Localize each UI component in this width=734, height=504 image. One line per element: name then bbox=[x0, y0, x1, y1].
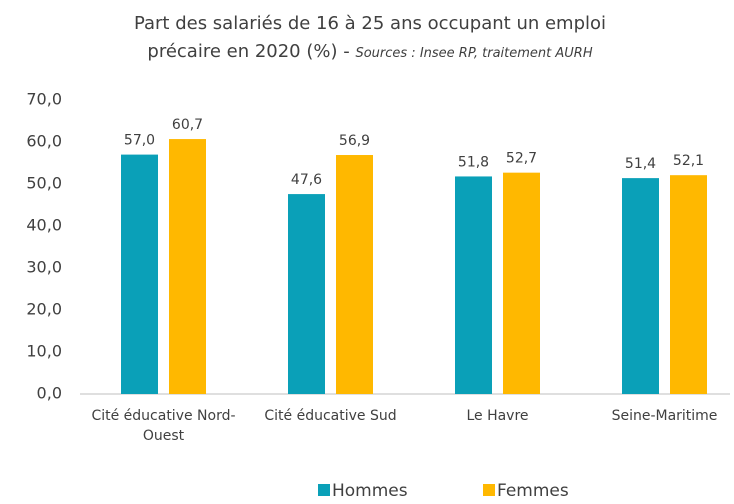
data-label: 52,1 bbox=[673, 153, 704, 169]
y-tick-label: 60,0 bbox=[26, 132, 62, 151]
bar bbox=[503, 172, 540, 394]
legend-swatch bbox=[483, 484, 495, 496]
x-tick-label: Cité éducative Nord-Ouest bbox=[91, 408, 236, 444]
y-tick-label: 0,0 bbox=[37, 384, 62, 403]
data-label: 60,7 bbox=[172, 117, 203, 133]
y-tick-label: 40,0 bbox=[26, 216, 62, 235]
data-label: 47,6 bbox=[291, 172, 322, 188]
legend-label: Hommes bbox=[332, 481, 408, 501]
bar bbox=[288, 194, 325, 394]
data-label: 56,9 bbox=[339, 133, 370, 149]
legend-swatch bbox=[318, 484, 330, 496]
bar bbox=[455, 176, 492, 394]
x-tick-label: Cité éducative Sud bbox=[264, 408, 397, 424]
bar bbox=[121, 154, 158, 394]
y-tick-label: 10,0 bbox=[26, 342, 62, 361]
bar bbox=[336, 155, 373, 394]
data-label: 57,0 bbox=[124, 133, 155, 149]
data-label: 51,8 bbox=[458, 154, 489, 170]
y-tick-label: 30,0 bbox=[26, 258, 62, 277]
x-tick-label: Le Havre bbox=[466, 408, 529, 424]
chart-title-block: Part des salariés de 16 à 25 ans occupan… bbox=[100, 10, 640, 68]
legend-label: Femmes bbox=[497, 481, 569, 501]
data-label: 51,4 bbox=[625, 156, 656, 172]
bar bbox=[622, 178, 659, 394]
bar bbox=[670, 175, 707, 394]
y-tick-label: 20,0 bbox=[26, 300, 62, 319]
y-tick-label: 50,0 bbox=[26, 174, 62, 193]
data-label: 52,7 bbox=[506, 151, 537, 167]
bar bbox=[169, 139, 206, 394]
chart-title: Part des salariés de 16 à 25 ans occupan… bbox=[133, 13, 607, 62]
chart-source: Sources : Insee RP, traitement AURH bbox=[355, 46, 593, 61]
y-tick-label: 70,0 bbox=[26, 90, 62, 109]
x-tick-label: Seine-Maritime bbox=[611, 408, 718, 424]
